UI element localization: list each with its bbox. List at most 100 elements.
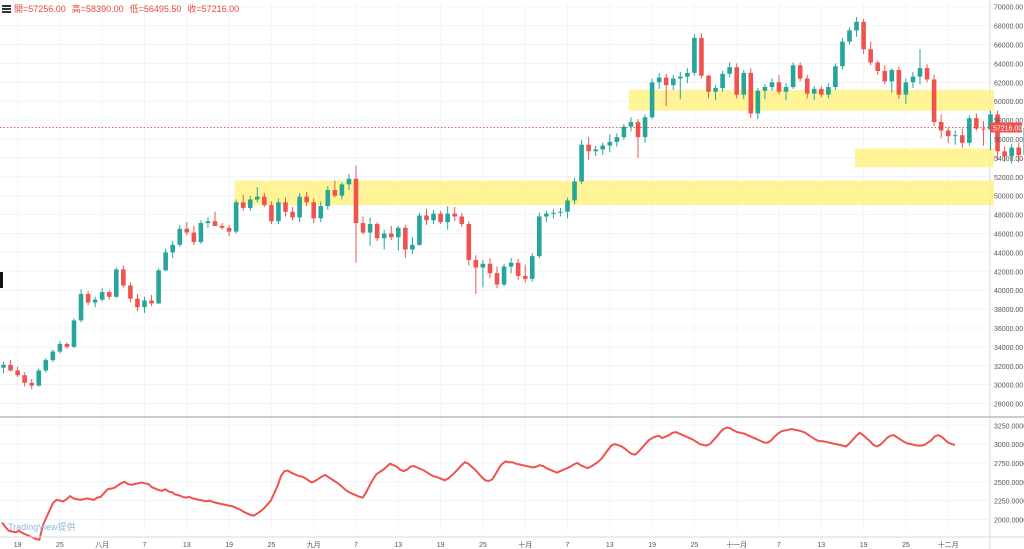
candle[interactable] bbox=[614, 133, 620, 147]
candle[interactable] bbox=[572, 177, 577, 205]
candle[interactable] bbox=[840, 37, 845, 70]
candle[interactable] bbox=[678, 71, 683, 100]
candle[interactable] bbox=[388, 225, 394, 241]
highlight-zone[interactable] bbox=[628, 89, 995, 111]
candle[interactable] bbox=[85, 291, 91, 306]
candle[interactable] bbox=[558, 207, 563, 217]
candle[interactable] bbox=[868, 41, 873, 66]
candle[interactable] bbox=[755, 87, 761, 120]
candle[interactable] bbox=[713, 85, 718, 101]
candle[interactable] bbox=[191, 225, 197, 245]
candle[interactable] bbox=[233, 199, 239, 234]
candle[interactable] bbox=[276, 198, 281, 225]
candle[interactable] bbox=[656, 72, 662, 89]
candle[interactable] bbox=[36, 368, 42, 387]
candle[interactable] bbox=[720, 70, 725, 92]
candle[interactable] bbox=[600, 142, 606, 156]
menu-icon[interactable] bbox=[2, 5, 11, 15]
candle[interactable] bbox=[353, 165, 359, 263]
scroll-marker[interactable] bbox=[0, 272, 3, 288]
candle[interactable] bbox=[114, 267, 119, 298]
candle[interactable] bbox=[1002, 146, 1007, 162]
candle[interactable] bbox=[121, 265, 126, 288]
candle[interactable] bbox=[981, 121, 986, 146]
candle[interactable] bbox=[811, 86, 817, 101]
candle[interactable] bbox=[445, 206, 450, 230]
candle[interactable] bbox=[283, 197, 288, 217]
candle[interactable] bbox=[938, 114, 944, 139]
candle[interactable] bbox=[635, 119, 641, 158]
candle[interactable] bbox=[861, 19, 866, 54]
candle[interactable] bbox=[537, 212, 542, 259]
candle[interactable] bbox=[769, 78, 775, 91]
candle[interactable] bbox=[692, 34, 697, 76]
candle[interactable] bbox=[508, 258, 514, 274]
candle[interactable] bbox=[854, 17, 859, 37]
candle[interactable] bbox=[311, 198, 316, 224]
candle[interactable] bbox=[106, 290, 112, 300]
candle[interactable] bbox=[438, 210, 443, 225]
candle[interactable] bbox=[607, 134, 613, 153]
candle[interactable] bbox=[579, 139, 584, 185]
candle[interactable] bbox=[99, 288, 105, 302]
candle[interactable] bbox=[219, 223, 225, 230]
candle[interactable] bbox=[290, 207, 295, 221]
candle[interactable] bbox=[135, 293, 140, 311]
candle[interactable] bbox=[92, 296, 98, 308]
candle[interactable] bbox=[967, 115, 972, 146]
candle[interactable] bbox=[198, 220, 204, 244]
candle[interactable] bbox=[43, 358, 49, 373]
candle[interactable] bbox=[431, 209, 436, 225]
candle[interactable] bbox=[790, 62, 796, 89]
candle[interactable] bbox=[325, 186, 331, 210]
candle[interactable] bbox=[240, 194, 246, 211]
candle[interactable] bbox=[945, 127, 951, 143]
candle[interactable] bbox=[417, 212, 422, 246]
highlight-zone[interactable] bbox=[855, 148, 995, 168]
candle[interactable] bbox=[593, 145, 598, 157]
candle[interactable] bbox=[889, 68, 895, 93]
candle[interactable] bbox=[586, 137, 591, 160]
candle[interactable] bbox=[621, 123, 627, 140]
candle[interactable] bbox=[184, 222, 190, 236]
candle[interactable] bbox=[628, 117, 634, 132]
candle[interactable] bbox=[396, 225, 401, 251]
candle[interactable] bbox=[501, 263, 507, 287]
candle[interactable] bbox=[974, 113, 979, 131]
candle[interactable] bbox=[346, 173, 352, 191]
candle[interactable] bbox=[931, 74, 937, 126]
candle[interactable] bbox=[156, 268, 161, 305]
candle[interactable] bbox=[670, 74, 676, 90]
candle[interactable] bbox=[903, 78, 909, 105]
candle[interactable] bbox=[374, 222, 380, 242]
candle[interactable] bbox=[952, 130, 958, 145]
candle[interactable] bbox=[78, 289, 84, 323]
candle[interactable] bbox=[833, 63, 838, 90]
candle[interactable] bbox=[882, 65, 888, 85]
time-axis[interactable]: 19 25 八月 7 13 19 25 九月 7 13 19 25 十月 7 13 19 25 十一月 7 13 19 2… bbox=[0, 536, 1024, 549]
candle[interactable] bbox=[1016, 142, 1021, 163]
candle[interactable] bbox=[727, 62, 732, 78]
candlestick-series[interactable] bbox=[1, 17, 1024, 390]
candle[interactable] bbox=[473, 255, 479, 294]
candle[interactable] bbox=[699, 33, 704, 79]
candle[interactable] bbox=[804, 74, 810, 99]
candle[interactable] bbox=[255, 187, 260, 203]
candle[interactable] bbox=[1009, 143, 1014, 164]
candle[interactable] bbox=[1, 361, 6, 374]
candle[interactable] bbox=[741, 70, 747, 100]
candle[interactable] bbox=[847, 27, 852, 45]
candle[interactable] bbox=[748, 68, 754, 119]
candle[interactable] bbox=[57, 341, 63, 354]
candle[interactable] bbox=[177, 224, 183, 247]
candle[interactable] bbox=[360, 216, 366, 235]
candle[interactable] bbox=[163, 248, 168, 272]
candle[interactable] bbox=[826, 83, 831, 99]
candle[interactable] bbox=[226, 224, 232, 237]
candle[interactable] bbox=[522, 264, 528, 283]
candle[interactable] bbox=[410, 237, 415, 255]
candle[interactable] bbox=[494, 266, 500, 289]
candle[interactable] bbox=[924, 64, 930, 83]
candle[interactable] bbox=[205, 217, 211, 228]
